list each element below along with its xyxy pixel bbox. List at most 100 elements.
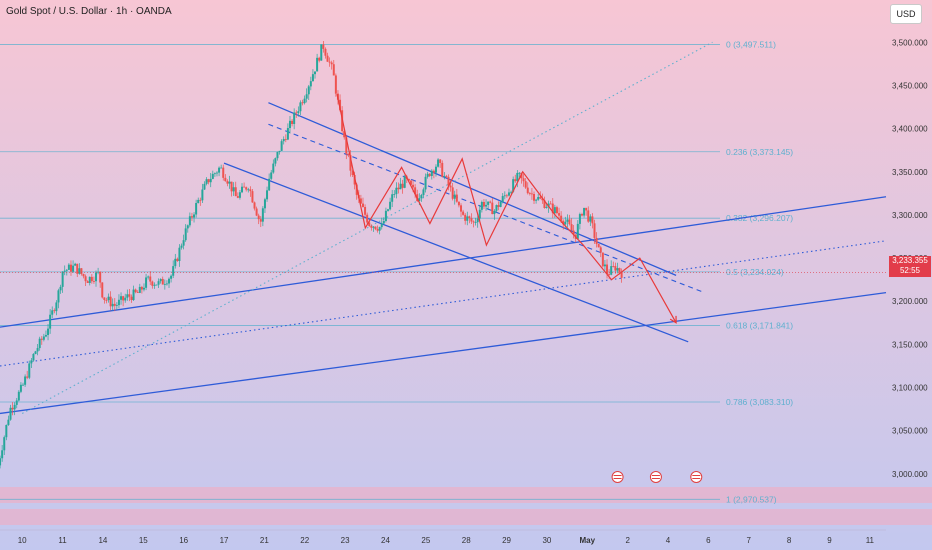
- candle-body: [132, 289, 135, 301]
- candle-body: [539, 196, 542, 199]
- candle-body: [47, 328, 50, 336]
- candle-body: [180, 245, 183, 248]
- x-tick-label: 9: [827, 536, 832, 545]
- candle-body: [1, 450, 4, 459]
- candle-body: [303, 98, 306, 104]
- candle-body: [268, 178, 271, 191]
- candle-body: [251, 191, 254, 203]
- candle-body: [349, 155, 352, 171]
- candle-body: [334, 75, 337, 94]
- candle-body: [245, 187, 248, 190]
- candle-body: [395, 187, 398, 195]
- y-tick-label: 3,200.000: [892, 297, 928, 306]
- x-tick-label: 11: [58, 536, 67, 545]
- trendline-dotted: [21, 41, 713, 414]
- x-tick-label: 21: [260, 536, 269, 545]
- candle-body: [572, 230, 575, 235]
- candle-body: [99, 271, 102, 283]
- candle-body: [437, 159, 440, 167]
- candle-body: [505, 195, 508, 197]
- candle-body: [130, 296, 133, 301]
- last-price-value: 3,233.355: [892, 256, 928, 265]
- candle-body: [218, 167, 221, 173]
- candle-body: [38, 338, 41, 349]
- candle-body: [86, 281, 89, 283]
- candle-body: [184, 228, 187, 241]
- candle-body: [501, 196, 504, 202]
- y-tick-label: 3,350.000: [892, 168, 928, 177]
- candle-body: [447, 176, 450, 186]
- candle-body: [601, 252, 604, 267]
- candle-body: [97, 271, 100, 273]
- candle-body: [136, 292, 139, 293]
- candle-body: [307, 86, 310, 95]
- candle-body: [36, 348, 39, 352]
- candle-body: [26, 376, 29, 378]
- candle-body: [243, 186, 246, 188]
- candle-body: [434, 166, 437, 173]
- candle-body: [576, 223, 579, 239]
- candle-body: [172, 266, 175, 276]
- fib-label: 1 (2,970.537): [726, 494, 777, 504]
- candle-body: [314, 71, 317, 75]
- candle-body: [424, 176, 427, 190]
- candle-body: [514, 179, 517, 182]
- candle-body: [553, 207, 556, 214]
- candle-body: [57, 290, 60, 303]
- candle-body: [343, 131, 346, 138]
- candle-body: [603, 264, 606, 267]
- candle-body: [522, 178, 525, 182]
- candle-body: [78, 268, 81, 274]
- candle-body: [270, 172, 273, 179]
- candle-body: [67, 264, 70, 270]
- candle-body: [199, 199, 202, 201]
- candle-body: [464, 214, 467, 221]
- fib-label: 0 (3,497.511): [726, 39, 776, 49]
- x-tick-label: 6: [706, 536, 711, 545]
- candle-body: [339, 99, 342, 111]
- candle-body: [295, 112, 298, 114]
- y-tick-label: 3,100.000: [892, 384, 928, 393]
- candle-body: [30, 360, 33, 364]
- y-tick-label: 3,150.000: [892, 340, 928, 349]
- candle-body: [230, 181, 233, 192]
- candle-body: [593, 223, 596, 238]
- candle-body: [580, 214, 583, 216]
- candle-body: [40, 338, 43, 340]
- fib-label: 0.236 (3,373.145): [726, 147, 793, 157]
- candle-body: [318, 57, 321, 61]
- candle-body: [614, 266, 617, 271]
- candle-body: [232, 187, 235, 192]
- candle-body: [526, 187, 529, 194]
- candle-body: [560, 215, 563, 221]
- y-tick-label: 3,500.000: [892, 38, 928, 47]
- candle-body: [19, 384, 22, 392]
- candle-body: [53, 310, 56, 312]
- candle-body: [401, 183, 404, 188]
- x-tick-label: 4: [666, 536, 671, 545]
- candle-body: [151, 281, 154, 286]
- candle-body: [311, 74, 314, 82]
- candle-body: [147, 276, 150, 278]
- candle-body: [209, 178, 212, 183]
- currency-button[interactable]: USD: [890, 4, 922, 24]
- candle-body: [11, 407, 14, 410]
- candle-body: [95, 272, 98, 282]
- candle-body: [190, 216, 193, 218]
- candle-body: [376, 229, 379, 231]
- x-tick-label: 22: [300, 536, 309, 545]
- candle-body: [234, 187, 237, 197]
- candle-body: [510, 191, 513, 193]
- candle-body: [364, 206, 367, 215]
- candle-body: [284, 139, 287, 140]
- candle-body: [161, 278, 164, 285]
- candle-body: [426, 173, 429, 177]
- symbol-title: Gold Spot / U.S. Dollar · 1h · OANDA: [6, 6, 172, 17]
- candle-body: [566, 219, 569, 222]
- candle-body: [5, 424, 8, 438]
- candle-body: [451, 187, 454, 199]
- candle-body: [545, 207, 548, 208]
- candlesticks: [0, 41, 623, 469]
- candle-body: [591, 216, 594, 224]
